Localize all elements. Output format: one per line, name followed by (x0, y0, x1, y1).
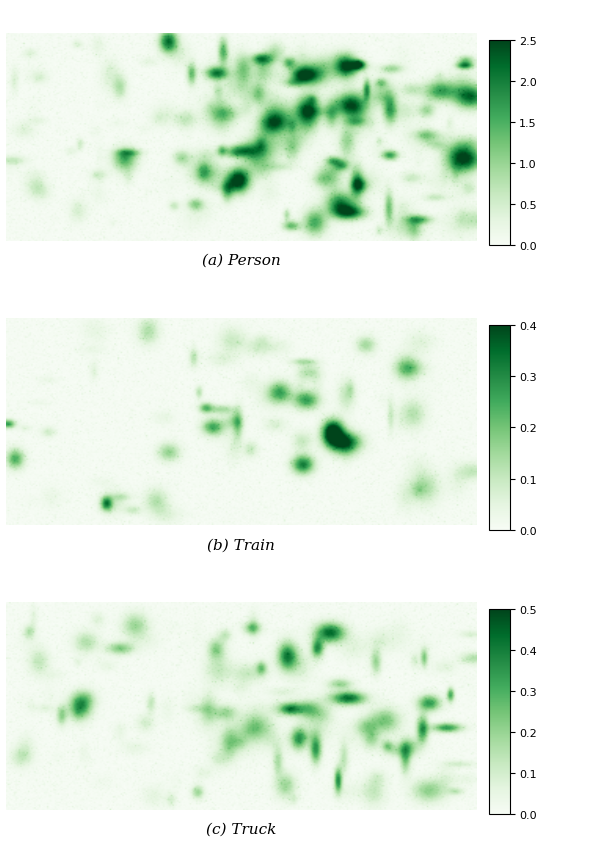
Text: (c) Truck: (c) Truck (206, 822, 277, 836)
Text: (b) Train: (b) Train (207, 538, 275, 552)
Text: (a) Person: (a) Person (202, 254, 281, 268)
